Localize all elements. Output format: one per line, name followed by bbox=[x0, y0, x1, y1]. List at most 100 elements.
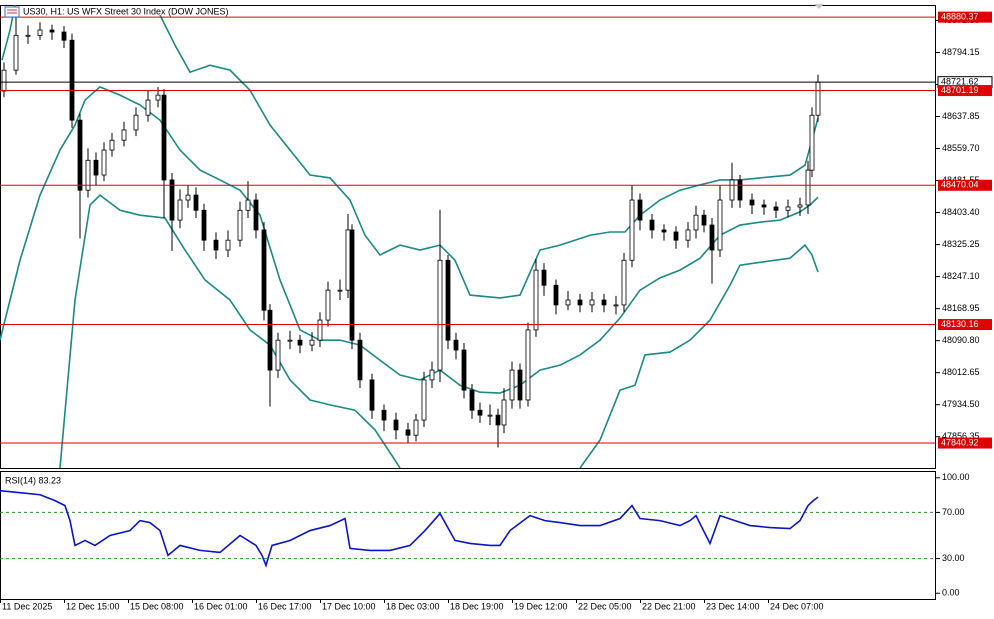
candle-body bbox=[809, 114, 815, 171]
candle-body bbox=[193, 194, 199, 211]
candle-body bbox=[737, 179, 743, 201]
candle-body bbox=[437, 259, 443, 371]
candle-body bbox=[121, 129, 127, 141]
candle-body bbox=[85, 159, 91, 191]
level-label: 48701.19 bbox=[941, 85, 979, 95]
candle-body bbox=[101, 149, 107, 176]
candle-body bbox=[225, 239, 231, 251]
candle-body bbox=[161, 94, 167, 181]
candle-body bbox=[517, 369, 523, 401]
candle-body bbox=[453, 339, 459, 351]
candle-body bbox=[253, 199, 259, 231]
candle-body bbox=[317, 319, 323, 341]
candle-body bbox=[169, 179, 175, 221]
candle-body bbox=[133, 114, 139, 131]
series-line bbox=[0, 489, 819, 568]
x-tick-label: 19 Dec 12:00 bbox=[514, 601, 568, 611]
y-tick-label: 48794.15 bbox=[942, 47, 980, 57]
candle-body bbox=[145, 99, 151, 116]
candle-body bbox=[109, 139, 115, 151]
series-line bbox=[59, 194, 819, 468]
candle-body bbox=[349, 229, 355, 341]
rsi-panel bbox=[0, 471, 936, 600]
candle-body bbox=[25, 34, 31, 37]
level-label-box bbox=[938, 85, 992, 97]
candle-body bbox=[421, 379, 427, 421]
level-label-box bbox=[938, 319, 992, 331]
y-tick-label: 30.00 bbox=[942, 553, 965, 563]
candle-body bbox=[37, 29, 43, 36]
candle-body bbox=[621, 259, 627, 306]
candle-body bbox=[589, 299, 595, 306]
y-tick-label: 48325.25 bbox=[942, 239, 980, 249]
level-label-box bbox=[938, 179, 992, 191]
price-panel bbox=[0, 5, 936, 469]
candle-body bbox=[693, 214, 699, 231]
candle-body bbox=[495, 414, 501, 426]
candle-body bbox=[577, 299, 583, 306]
candle-body bbox=[509, 369, 515, 401]
candle-body bbox=[533, 269, 539, 331]
x-tick-label: 18 Dec 19:00 bbox=[450, 601, 504, 611]
candle-body bbox=[201, 209, 207, 241]
x-tick-label: 17 Dec 10:00 bbox=[322, 601, 376, 611]
candle-body bbox=[1, 69, 7, 92]
candle-body bbox=[541, 269, 547, 286]
x-tick-label: 22 Dec 05:00 bbox=[578, 601, 632, 611]
candle-body bbox=[381, 409, 387, 421]
x-tick-label: 16 Dec 17:00 bbox=[258, 601, 312, 611]
level-label: 48470.04 bbox=[941, 180, 979, 190]
candle-body bbox=[267, 309, 273, 371]
candle-body bbox=[487, 414, 493, 417]
x-tick-label: 24 Dec 07:00 bbox=[770, 601, 824, 611]
candle-body bbox=[237, 209, 243, 241]
candle-body bbox=[613, 304, 619, 307]
candle-body bbox=[501, 399, 507, 426]
candle-body bbox=[69, 39, 75, 121]
candle-body bbox=[673, 231, 679, 241]
series-line bbox=[0, 86, 819, 394]
candle-body bbox=[405, 429, 411, 436]
y-tick-label: 48559.70 bbox=[942, 143, 980, 153]
candle-body bbox=[357, 339, 363, 381]
y-tick-label: 48637.85 bbox=[942, 111, 980, 121]
candle-body bbox=[469, 389, 475, 411]
candle-body bbox=[309, 339, 315, 346]
candle-body bbox=[155, 94, 161, 101]
x-tick-label: 11 Dec 2025 bbox=[2, 601, 52, 611]
candle-body bbox=[525, 329, 531, 401]
candle-body bbox=[49, 29, 55, 33]
candle-body bbox=[565, 299, 571, 306]
candle-body bbox=[275, 339, 281, 371]
candle-body bbox=[185, 194, 191, 201]
level-label-box bbox=[938, 11, 992, 23]
candle-body bbox=[761, 204, 767, 208]
candle-body bbox=[749, 199, 755, 206]
y-tick-label: 48168.95 bbox=[942, 303, 980, 313]
level-label: 48130.16 bbox=[941, 319, 979, 329]
candle-body bbox=[553, 284, 559, 306]
candle-body bbox=[93, 159, 99, 176]
last-price-label: 48721.62 bbox=[941, 77, 979, 87]
candle-body bbox=[345, 229, 351, 291]
x-tick-label: 22 Dec 21:00 bbox=[642, 601, 696, 611]
y-tick-label: 70.00 bbox=[942, 507, 965, 517]
y-tick-label: 100.00 bbox=[942, 472, 970, 482]
y-tick-label: 47934.50 bbox=[942, 399, 980, 409]
candle-body bbox=[461, 349, 467, 391]
candle-body bbox=[729, 179, 735, 201]
candle-body bbox=[685, 229, 691, 241]
candle-body bbox=[61, 31, 67, 41]
level-label: 47840.92 bbox=[941, 437, 979, 447]
y-tick-label: 48403.40 bbox=[942, 207, 980, 217]
candle-body bbox=[805, 169, 811, 206]
candle-body bbox=[413, 419, 419, 436]
y-tick-label: 48090.80 bbox=[942, 335, 980, 345]
x-tick-label: 15 Dec 08:00 bbox=[130, 601, 184, 611]
candle-body bbox=[261, 229, 267, 311]
candle-body bbox=[287, 339, 293, 342]
candle-body bbox=[637, 199, 643, 221]
candle-body bbox=[629, 199, 635, 261]
candle-body bbox=[815, 81, 821, 116]
scroll-marker bbox=[814, 4, 824, 9]
